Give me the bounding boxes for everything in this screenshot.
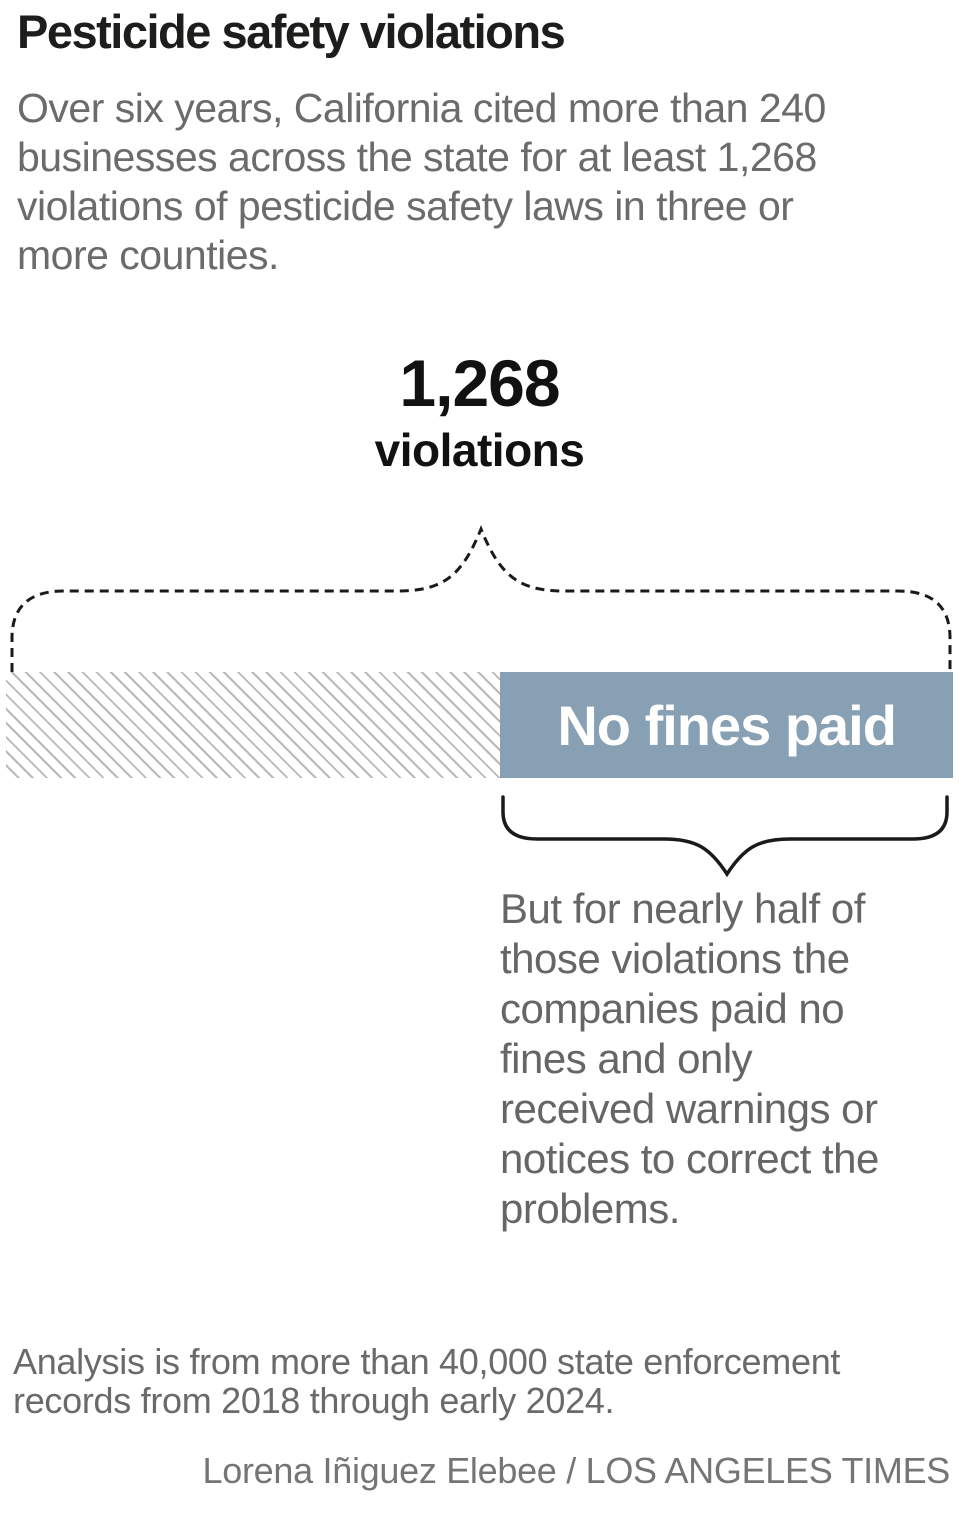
top-dashed-brace-path [10,525,952,672]
total-violations-unit: violations [374,424,585,476]
total-violations-label: 1,268 violations [6,348,953,476]
top-dashed-brace [10,525,952,672]
intro-paragraph: Over six years, California cited more th… [17,85,826,278]
bottom-curly-brace-path [501,795,949,878]
violations-bar: No fines paid [6,672,953,778]
bar-segment-no-fines-paid: No fines paid [500,672,953,778]
total-violations-value: 1,268 [399,346,560,420]
page-title: Pesticide safety violations [17,5,566,58]
bar-segment-fined-hatched [6,672,501,778]
source-note: Analysis is from more than 40,000 state … [13,1341,841,1421]
no-fines-paid-label: No fines paid [557,693,897,757]
no-fines-callout-text: But for nearly half of those violations … [500,885,879,1232]
bottom-curly-brace [501,795,949,878]
byline-credit: Lorena Iñiguez Elebee / LOS ANGELES TIME… [202,1450,951,1491]
